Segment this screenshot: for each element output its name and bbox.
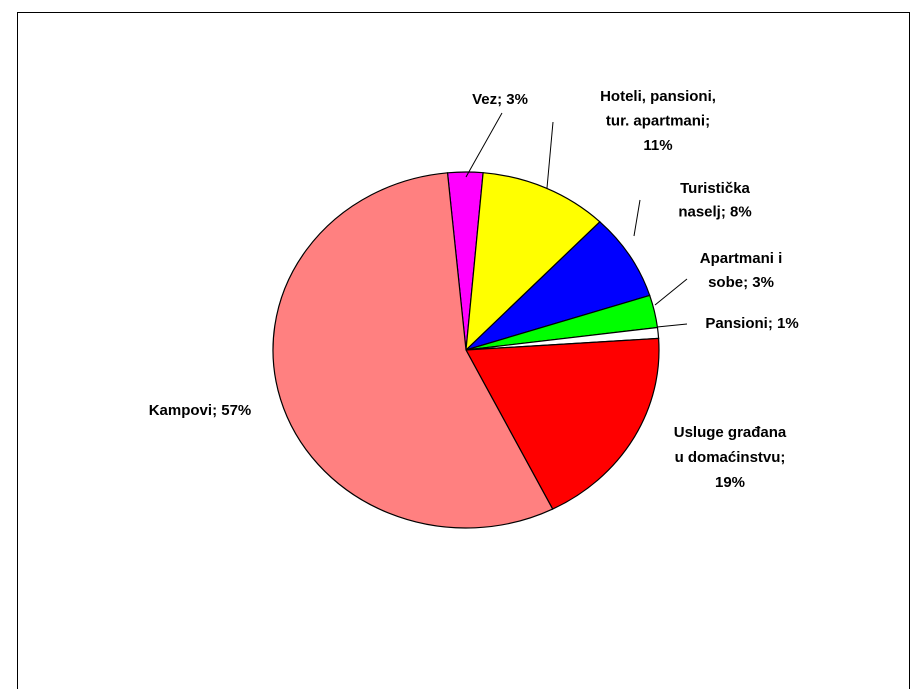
leader-line (633, 199, 641, 237)
pie-slice (465, 220, 651, 351)
data-label: Usluge građana (674, 424, 787, 441)
data-label: Hoteli, pansioni, (600, 88, 716, 105)
pie-slice (272, 172, 554, 529)
data-label: naselj; 8% (678, 203, 751, 220)
data-label: u domaćinstvu; (675, 449, 786, 466)
data-label: 11% (643, 137, 672, 154)
leader-line (546, 121, 554, 189)
data-label: Apartmani i (700, 250, 783, 267)
data-label: 19% (715, 474, 745, 491)
leader-line (465, 112, 503, 178)
pie-slice (465, 337, 660, 510)
data-label: Turistička (680, 180, 750, 197)
data-label: Pansioni; 1% (705, 315, 798, 332)
leader-line (654, 278, 688, 306)
data-label: Vez; 3% (472, 91, 528, 108)
data-label: sobe; 3% (708, 274, 774, 291)
leader-line (656, 323, 688, 328)
data-label: tur. apartmani; (606, 112, 710, 129)
pie-slice (465, 172, 601, 352)
data-label: Kampovi; 57% (149, 402, 252, 419)
